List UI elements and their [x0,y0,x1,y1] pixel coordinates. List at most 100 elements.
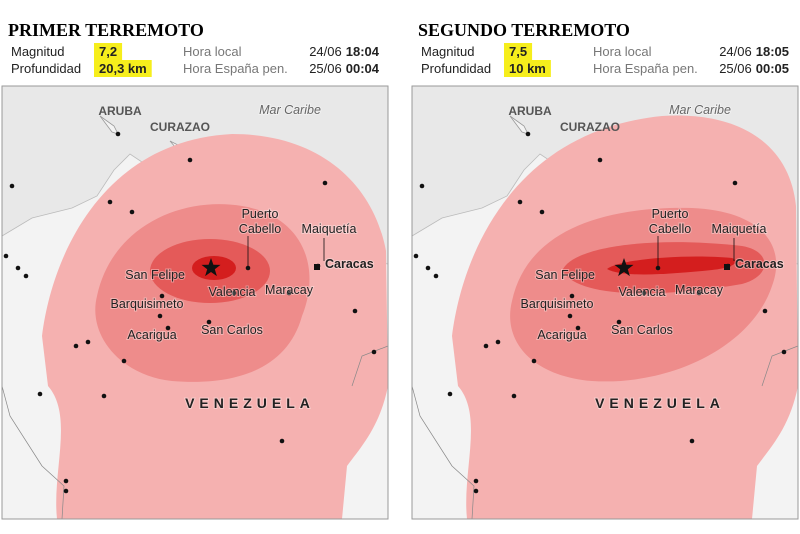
city-dot [781,349,787,355]
time-value: 24/06 18:04 [309,44,380,59]
highlight [94,43,123,60]
city-dot [231,290,237,296]
map-label: Caracas [325,257,374,271]
info-label: Magnitud [421,44,474,59]
date: 24/06 [309,44,342,59]
city-dot [597,157,603,163]
city-dot [495,339,501,345]
map-label: Acarigua [127,328,176,342]
map-label: CURAZAO [560,120,620,134]
city-dot [569,293,575,299]
info-label: Profundidad [421,61,491,76]
highlight [504,60,551,77]
highlight [504,43,533,60]
map-label: San Carlos [201,323,263,337]
city-dot [286,290,292,296]
map-frame [411,85,799,520]
city-dot [129,209,135,215]
panel-title: SEGUNDO TERREMOTO [418,20,630,40]
date: 24/06 [719,44,752,59]
city-dot [473,478,479,484]
map-label: Maracay [675,283,724,297]
border [2,345,388,519]
map-label: ARUBA [98,104,142,118]
city-dot [165,325,171,331]
city-dot [641,290,647,296]
info-value: 10 km [509,61,546,76]
map-label: Maiquetía [302,222,357,236]
map-label: Barquisimeto [111,297,184,311]
city-dot [689,438,695,444]
city-dot [63,478,69,484]
city-dot [425,265,431,271]
city-dot [352,308,358,314]
highlight [94,60,152,77]
city-dot [483,343,489,349]
city-dot [159,293,165,299]
map-label: CURAZAO [150,120,210,134]
city-dot [696,290,702,296]
border [412,345,798,519]
map-label: Maiquetía [712,222,767,236]
map-label: Mar Caribe [669,103,731,117]
time-value: 24/06 18:05 [719,44,789,59]
time-label: Hora España pen. [593,61,698,76]
time: 00:05 [756,61,789,76]
city-dot [206,319,212,325]
panel-title: PRIMER TERREMOTO [8,20,204,40]
map-label: ARUBA [508,104,552,118]
map-label: Maracay [265,283,314,297]
map-label: San Felipe [535,268,595,282]
city-dot [322,180,328,186]
city-dot [473,488,479,494]
map-label: Puerto Cabello [239,207,281,236]
city-dot [23,273,29,279]
city-dot [732,180,738,186]
info-value: 20,3 km [99,61,147,76]
city-dot [447,391,453,397]
panel-header: PRIMER TERREMOTO Magnitud 7,2 Hora local 24/… [8,20,380,77]
panel-header: SEGUNDO TERREMOTO Magnitud 7,5 Hora local 24… [418,20,789,77]
time: 00:04 [346,61,380,76]
time-value: 25/06 00:05 [719,61,789,76]
city-dot [9,183,15,189]
map-label: Valencia [208,285,255,299]
map-label: Valencia [618,285,665,299]
city-dot [187,157,193,163]
info-label: Profundidad [11,61,81,76]
city-dot [371,349,377,355]
time-value: 25/06 00:04 [309,61,380,76]
time-label: Hora España pen. [183,61,288,76]
city-dot [101,393,107,399]
map-label: San Felipe [125,268,185,282]
capital-marker [724,264,730,270]
city-dot [517,199,523,205]
map-label: VENEZUELA [185,395,315,411]
city-dot [107,199,113,205]
city-dot [121,358,127,364]
city-dot [525,131,531,137]
city-dot [567,313,573,319]
map-frame [1,85,389,520]
date: 25/06 [309,61,342,76]
map-label: San Carlos [611,323,673,337]
info-value: 7,5 [509,44,527,59]
map: ARUBA CURAZAO Mar Caribe Puerto Cabello Maiqu… [1,85,389,520]
city-dot [616,319,622,325]
map-label: Caracas [735,257,784,271]
map-label: Acarigua [537,328,586,342]
city-dot [73,343,79,349]
time: 18:04 [346,44,380,59]
city-dot [85,339,91,345]
city-dot [115,131,121,137]
city-dot [575,325,581,331]
epicenter [201,258,221,277]
map-label: Mar Caribe [259,103,321,117]
city-dot [63,488,69,494]
city-dot [157,313,163,319]
map-label: Puerto Cabello [649,207,691,236]
city-dot [419,183,425,189]
city-dot [413,253,419,259]
map: ARUBA CURAZAO Mar Caribe Puerto Cabello Maiqu… [411,85,799,520]
time-label: Hora local [593,44,652,59]
